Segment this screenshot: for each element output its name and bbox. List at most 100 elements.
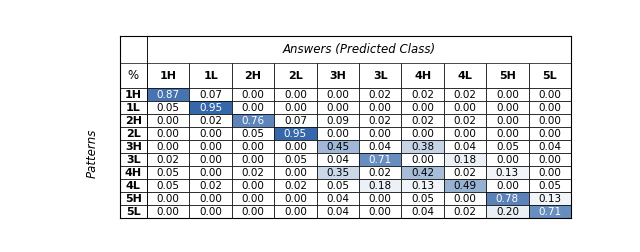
Text: 0.04: 0.04 — [411, 207, 434, 217]
Text: 0.02: 0.02 — [454, 90, 477, 100]
Bar — [147, 167, 189, 179]
Bar — [529, 167, 571, 179]
Text: %: % — [128, 69, 139, 82]
Bar — [444, 63, 486, 88]
Text: 0.07: 0.07 — [284, 116, 307, 126]
Bar — [401, 153, 444, 167]
Text: 0.05: 0.05 — [538, 181, 561, 191]
Text: 0.04: 0.04 — [369, 142, 392, 152]
Bar — [401, 205, 444, 218]
Text: 0.05: 0.05 — [241, 129, 264, 139]
Bar — [232, 153, 274, 167]
Bar — [232, 128, 274, 140]
Bar — [486, 63, 529, 88]
Bar — [444, 102, 486, 114]
Bar — [189, 114, 232, 128]
Bar — [189, 88, 232, 102]
Bar — [274, 205, 317, 218]
Bar — [401, 140, 444, 153]
Bar — [359, 128, 401, 140]
Bar — [232, 102, 274, 114]
Bar — [120, 153, 147, 167]
Bar — [189, 128, 232, 140]
Bar — [317, 179, 359, 193]
Bar — [529, 153, 571, 167]
Text: 0.00: 0.00 — [369, 194, 392, 204]
Text: 0.00: 0.00 — [241, 155, 264, 165]
Bar — [486, 193, 529, 205]
Text: 0.00: 0.00 — [284, 90, 307, 100]
Text: 0.13: 0.13 — [411, 181, 434, 191]
Text: 0.02: 0.02 — [157, 155, 180, 165]
Text: 0.00: 0.00 — [199, 207, 222, 217]
Text: 4H: 4H — [125, 168, 142, 178]
Bar — [317, 88, 359, 102]
Bar — [529, 102, 571, 114]
Bar — [401, 167, 444, 179]
Bar — [359, 179, 401, 193]
Bar — [317, 193, 359, 205]
Bar — [359, 63, 401, 88]
Text: 0.00: 0.00 — [241, 142, 264, 152]
Text: 0.00: 0.00 — [369, 103, 392, 113]
Bar — [120, 167, 147, 179]
Text: 0.13: 0.13 — [538, 194, 561, 204]
Text: 0.04: 0.04 — [326, 155, 349, 165]
Text: 0.71: 0.71 — [369, 155, 392, 165]
Bar — [147, 128, 189, 140]
Bar — [274, 153, 317, 167]
Text: 0.05: 0.05 — [284, 155, 307, 165]
Bar — [486, 128, 529, 140]
Bar — [120, 205, 147, 218]
Text: 0.00: 0.00 — [411, 129, 434, 139]
Text: 0.00: 0.00 — [241, 194, 264, 204]
Text: 0.49: 0.49 — [454, 181, 477, 191]
Text: 5H: 5H — [499, 71, 516, 81]
Text: 0.00: 0.00 — [157, 207, 180, 217]
Bar — [444, 128, 486, 140]
Bar — [232, 63, 274, 88]
Bar — [486, 153, 529, 167]
Bar — [232, 140, 274, 153]
Bar — [317, 63, 359, 88]
Bar — [444, 88, 486, 102]
Bar — [359, 88, 401, 102]
Bar — [232, 167, 274, 179]
Text: Patterns: Patterns — [86, 129, 99, 178]
Bar — [274, 88, 317, 102]
Text: 0.35: 0.35 — [326, 168, 349, 178]
Text: 2H: 2H — [244, 71, 262, 81]
Text: 0.02: 0.02 — [411, 116, 434, 126]
Text: 0.00: 0.00 — [157, 116, 180, 126]
Text: 0.78: 0.78 — [496, 194, 519, 204]
Text: 0.00: 0.00 — [241, 90, 264, 100]
Text: 2L: 2L — [288, 71, 303, 81]
Bar — [120, 179, 147, 193]
Bar — [274, 102, 317, 114]
Bar — [147, 36, 571, 63]
Bar — [529, 63, 571, 88]
Bar — [120, 88, 147, 102]
Bar — [529, 114, 571, 128]
Text: 0.00: 0.00 — [369, 207, 392, 217]
Bar — [529, 205, 571, 218]
Bar — [486, 140, 529, 153]
Bar — [401, 193, 444, 205]
Bar — [401, 102, 444, 114]
Text: 0.00: 0.00 — [157, 142, 180, 152]
Bar — [486, 205, 529, 218]
Text: 0.45: 0.45 — [326, 142, 349, 152]
Text: 0.00: 0.00 — [496, 103, 519, 113]
Text: 4L: 4L — [126, 181, 141, 191]
Text: 0.00: 0.00 — [538, 129, 561, 139]
Bar — [274, 167, 317, 179]
Bar — [359, 102, 401, 114]
Bar — [317, 167, 359, 179]
Text: 1H: 1H — [159, 71, 177, 81]
Bar — [529, 140, 571, 153]
Text: 0.87: 0.87 — [157, 90, 180, 100]
Bar — [486, 167, 529, 179]
Bar — [232, 114, 274, 128]
Text: 0.00: 0.00 — [241, 103, 264, 113]
Text: 0.04: 0.04 — [538, 142, 561, 152]
